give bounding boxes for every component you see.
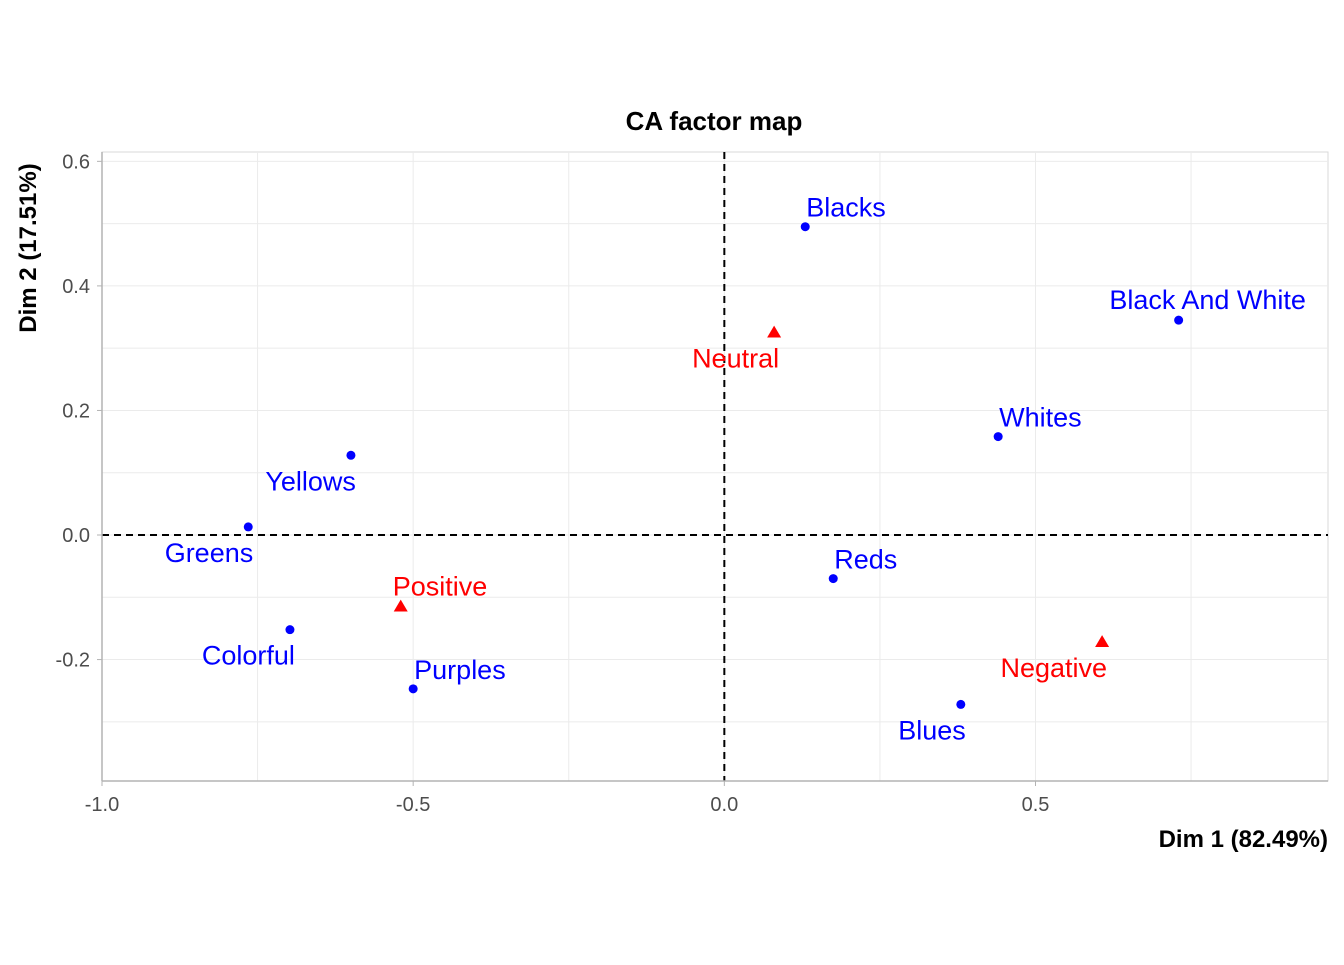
point-labels-layer: Blacks Black And White Whites Yellows Greens… xyxy=(165,193,1306,746)
x-axis-title: Dim 1 (82.49%) xyxy=(1159,826,1328,853)
point-black-and-white xyxy=(1174,315,1184,325)
point-negative xyxy=(1095,635,1110,648)
axes: -1.0 -0.5 0.0 0.5 -0.2 0.0 0.2 0.4 0.6 xyxy=(56,151,1328,816)
y-tick-label: 0.6 xyxy=(62,151,90,173)
y-tick-label: 0.4 xyxy=(62,276,90,298)
point-reds xyxy=(828,574,838,584)
y-tick-label: -0.2 xyxy=(56,650,90,672)
label-blacks: Blacks xyxy=(806,193,886,223)
label-black-and-white: Black And White xyxy=(1109,285,1306,315)
label-neutral: Neutral xyxy=(692,344,779,374)
point-blacks xyxy=(800,222,810,232)
x-tick-label: -0.5 xyxy=(396,794,430,816)
chart-title: CA factor map xyxy=(626,106,803,136)
y-tick-label: 0.0 xyxy=(62,525,90,547)
points-layer xyxy=(243,222,1184,709)
x-tick-label: -1.0 xyxy=(85,794,119,816)
label-purples: Purples xyxy=(414,655,506,685)
y-tick-label: 0.2 xyxy=(62,400,90,422)
label-blues: Blues xyxy=(898,715,966,745)
label-yellows: Yellows xyxy=(265,466,356,496)
label-positive: Positive xyxy=(393,572,488,602)
x-tick-label: 0.0 xyxy=(710,794,738,816)
point-greens xyxy=(243,522,253,532)
point-purples xyxy=(408,684,418,694)
y-axis-title: Dim 2 (17.51%) xyxy=(15,163,42,332)
point-whites xyxy=(993,432,1003,442)
point-positive xyxy=(393,599,408,612)
label-whites: Whites xyxy=(999,403,1082,433)
point-blues xyxy=(956,699,966,709)
label-reds: Reds xyxy=(834,545,897,575)
label-negative: Negative xyxy=(1001,653,1108,683)
label-colorful: Colorful xyxy=(202,641,295,671)
point-neutral xyxy=(767,325,782,338)
reference-lines xyxy=(102,152,1328,781)
label-greens: Greens xyxy=(165,538,254,568)
x-tick-label: 0.5 xyxy=(1022,794,1050,816)
point-colorful xyxy=(285,625,295,635)
point-yellows xyxy=(346,450,356,460)
